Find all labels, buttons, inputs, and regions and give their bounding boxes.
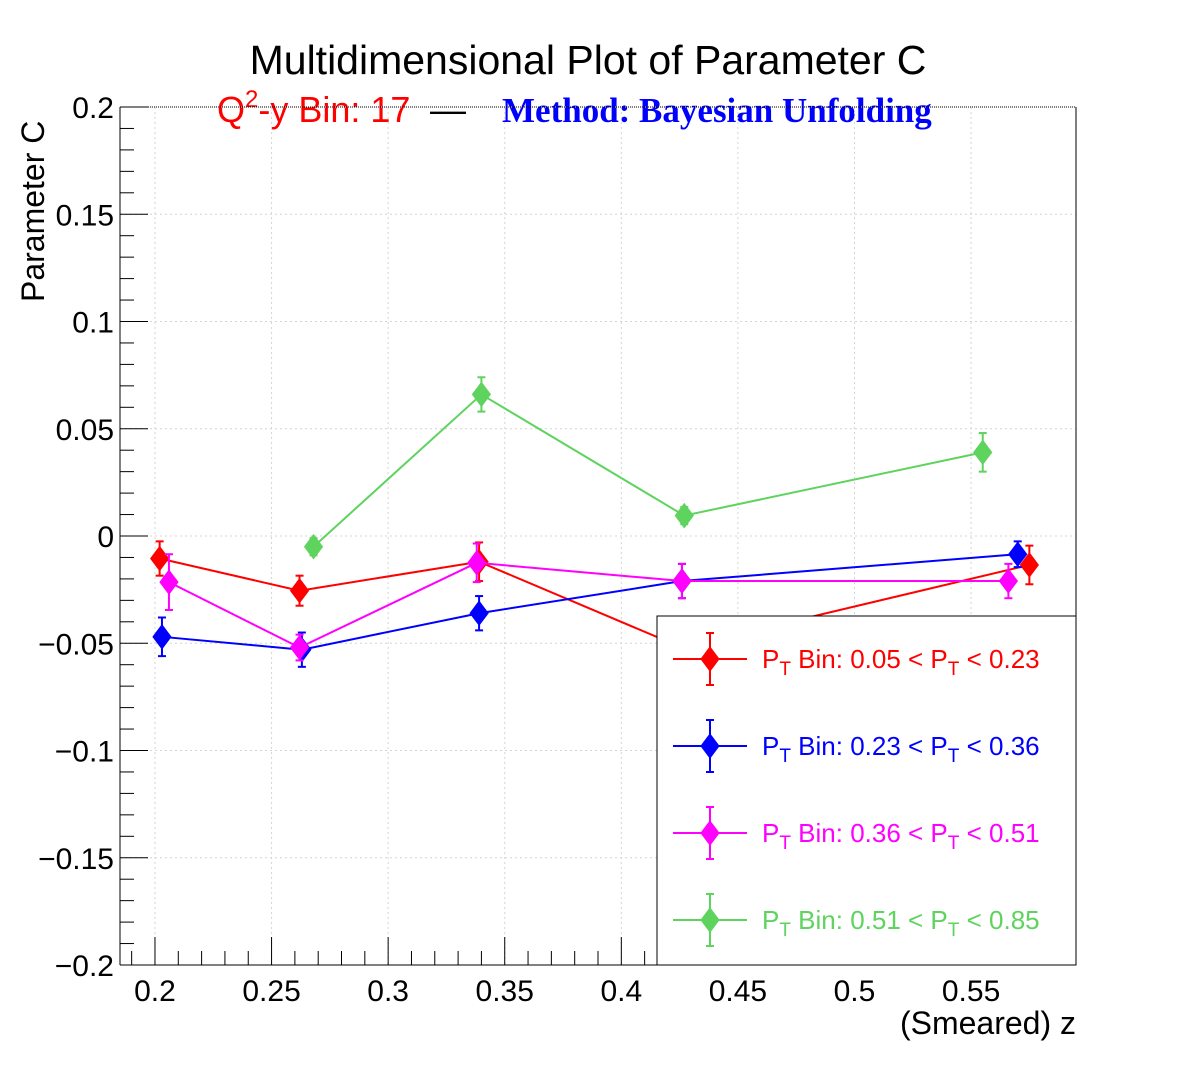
legend-subscript: T: [948, 833, 960, 854]
data-point: [1008, 541, 1028, 568]
subtitle-method: Method: Bayesian Unfolding: [502, 91, 932, 130]
subtitle-q2y-sup: 2: [245, 86, 258, 113]
legend-subscript: T: [948, 920, 960, 941]
data-point: [973, 439, 993, 466]
data-point: [467, 549, 487, 576]
chart-title: Multidimensional Plot of Parameter C: [250, 37, 927, 83]
y-tick-label: −0.15: [38, 843, 114, 876]
legend-marker: [700, 733, 720, 759]
legend-label: PT Bin: 0.23 < PT < 0.36: [762, 731, 1040, 767]
legend-subscript: T: [779, 659, 791, 680]
series-line: [312, 393, 983, 548]
legend-text: < 0.36: [959, 731, 1039, 761]
legend-text: Bin: 0.51 < P: [791, 905, 948, 935]
legend-entry-3: PT Bin: 0.36 < PT < 0.51: [673, 806, 1040, 860]
subtitle-q2y-prefix: Q: [217, 89, 245, 130]
series-4: [303, 376, 993, 560]
subtitle-dash: —: [430, 89, 466, 130]
x-tick-label: 0.55: [942, 975, 1000, 1008]
legend-entry-2: PT Bin: 0.23 < PT < 0.36: [673, 719, 1040, 773]
data-point: [1019, 552, 1039, 578]
legend-subscript: T: [948, 659, 960, 680]
data-point: [152, 623, 172, 650]
y-tick-label: 0.2: [72, 92, 114, 125]
data-point: [469, 600, 489, 627]
y-tick-label: 0.15: [56, 199, 114, 232]
legend-text: < 0.23: [959, 644, 1039, 674]
legend-text: Bin: 0.05 < P: [791, 644, 948, 674]
legend-text: Bin: 0.36 < P: [791, 818, 948, 848]
series-3: [159, 542, 1019, 662]
legend-label: PT Bin: 0.51 < PT < 0.85: [762, 905, 1040, 941]
legend-entry-1: PT Bin: 0.05 < PT < 0.23: [673, 632, 1040, 686]
legend-marker: [700, 820, 720, 846]
legend-text: < 0.85: [959, 905, 1039, 935]
x-tick-label: 0.5: [834, 975, 876, 1008]
y-tick-label: 0.1: [72, 307, 114, 340]
x-tick-label: 0.45: [709, 975, 767, 1008]
legend-marker: [700, 907, 720, 933]
y-axis-label: Parameter C: [15, 121, 51, 302]
y-tick-label: 0: [97, 521, 114, 554]
y-tick-label: 0.05: [56, 414, 114, 447]
data-point: [672, 568, 692, 594]
legend-text: P: [762, 731, 779, 761]
data-point: [303, 533, 324, 560]
x-tick-label: 0.35: [476, 975, 534, 1008]
legend-text: P: [762, 644, 779, 674]
legend-label: PT Bin: 0.36 < PT < 0.51: [762, 818, 1040, 854]
legend-text: < 0.51: [959, 818, 1039, 848]
legend-entry-4: PT Bin: 0.51 < PT < 0.85: [673, 893, 1040, 947]
x-tick-label: 0.3: [367, 975, 409, 1008]
legend-marker: [700, 646, 720, 672]
data-point: [998, 568, 1019, 594]
legend-subscript: T: [779, 833, 791, 854]
legend-subscript: T: [779, 746, 791, 767]
data-point: [471, 381, 492, 408]
x-tick-label: 0.2: [134, 975, 176, 1008]
data-point: [289, 577, 310, 604]
x-tick-label: 0.25: [242, 975, 300, 1008]
x-axis-label: (Smeared) z: [900, 1005, 1076, 1041]
data-point: [159, 569, 179, 595]
y-tick-label: −0.1: [55, 736, 114, 769]
chart-subtitle: Q2-y Bin: 17: [217, 86, 410, 130]
legend-text: P: [762, 818, 779, 848]
legend-box: [656, 615, 1077, 966]
legend-label: PT Bin: 0.05 < PT < 0.23: [762, 644, 1040, 680]
legend-text: P: [762, 905, 779, 935]
subtitle-q2y-rest: -y Bin: 17: [258, 89, 410, 130]
y-tick-label: −0.05: [38, 628, 114, 661]
data-point: [289, 634, 310, 661]
legend-subscript: T: [948, 746, 960, 767]
data-point: [150, 545, 170, 572]
legend-subscript: T: [779, 920, 791, 941]
x-tick-label: 0.4: [600, 975, 642, 1008]
y-tick-label: −0.2: [55, 950, 114, 983]
axes: 0.2 0.15 0.1 0.05 0 −0.05 −0.1 −0.15 −0.2 0.2 0.25…: [38, 92, 1077, 1008]
legend-text: Bin: 0.23 < P: [791, 731, 948, 761]
data-point: [674, 502, 694, 529]
